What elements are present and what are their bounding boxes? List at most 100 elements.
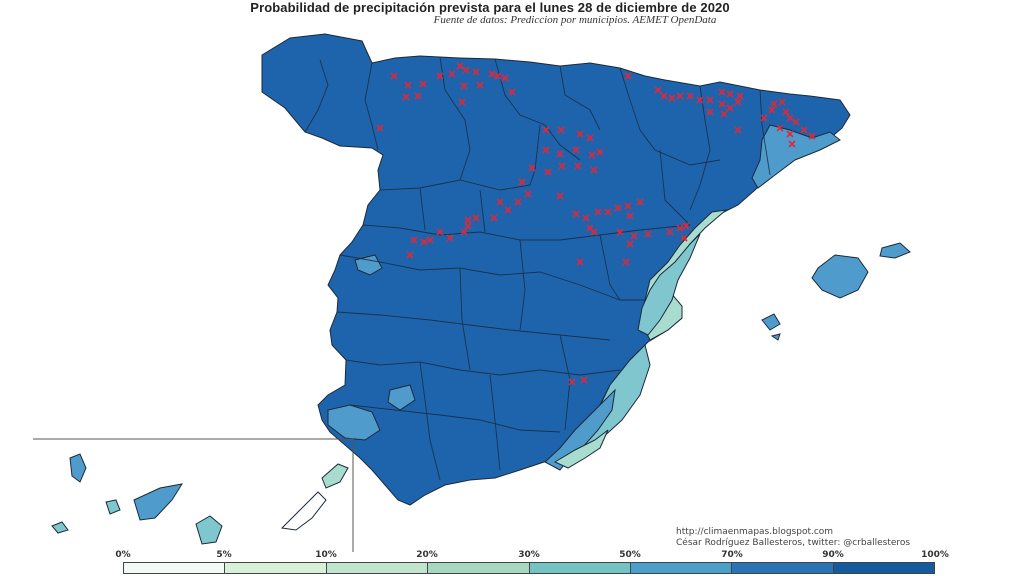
legend-label: 0% xyxy=(115,550,131,560)
marker-layer xyxy=(376,62,816,386)
snow-marker xyxy=(456,62,464,70)
author-credit: César Rodríguez Ballesteros, twitter: @c… xyxy=(676,538,911,548)
lanzarote xyxy=(321,463,349,489)
legend-swatch xyxy=(630,563,733,573)
snow-marker xyxy=(624,72,632,80)
snow-marker xyxy=(680,234,688,242)
snow-marker xyxy=(488,70,496,78)
snow-marker xyxy=(458,98,466,106)
legend-swatch xyxy=(225,563,327,573)
legend-label: 90% xyxy=(822,550,844,560)
legend-label: 50% xyxy=(619,550,641,560)
snow-marker xyxy=(588,151,596,159)
snow-marker xyxy=(676,92,684,100)
snow-marker xyxy=(376,124,384,132)
snow-marker xyxy=(419,80,427,88)
snow-marker xyxy=(786,130,794,138)
snow-marker xyxy=(782,108,790,116)
snow-marker xyxy=(390,72,398,80)
snow-marker xyxy=(778,98,786,106)
legend-label: 100% xyxy=(921,550,949,560)
mallorca xyxy=(811,254,869,299)
snow-marker xyxy=(776,124,784,132)
snow-marker xyxy=(800,126,808,134)
snow-marker xyxy=(542,146,550,154)
snow-marker xyxy=(582,214,590,222)
snow-marker xyxy=(426,236,434,244)
snow-marker xyxy=(524,190,532,198)
snow-marker xyxy=(557,126,565,134)
almeria-zone xyxy=(553,429,609,469)
snow-marker xyxy=(726,104,734,112)
map-title: Probabilidad de precipitación prevista p… xyxy=(250,0,730,15)
snow-marker xyxy=(604,208,612,216)
menorca xyxy=(879,242,911,259)
snow-marker xyxy=(734,126,742,134)
snow-marker xyxy=(590,228,598,236)
snow-marker xyxy=(726,90,734,98)
snow-marker xyxy=(464,216,472,224)
snow-marker xyxy=(504,206,512,214)
legend-label: 30% xyxy=(518,550,540,560)
catalonia-mid-zone xyxy=(751,124,841,189)
snow-marker xyxy=(404,81,412,89)
snow-marker xyxy=(624,202,632,210)
data-source-note: Fuente de datos: Prediccion por municipi… xyxy=(433,14,717,26)
snow-marker xyxy=(472,214,480,222)
snow-marker xyxy=(616,228,624,236)
snow-marker xyxy=(410,236,418,244)
snow-marker xyxy=(718,100,726,108)
snow-marker xyxy=(528,164,536,172)
legend-label: 70% xyxy=(721,550,743,560)
legend-swatch xyxy=(833,563,934,573)
snow-marker xyxy=(544,168,552,176)
snow-marker xyxy=(568,378,576,386)
legend-colorbar xyxy=(123,562,935,574)
snow-marker xyxy=(460,82,468,90)
snow-marker xyxy=(644,230,652,238)
snow-marker xyxy=(788,140,796,148)
snow-marker xyxy=(596,148,604,156)
snow-marker xyxy=(808,132,816,140)
blog-url: http://climaenmapas.blogspot.com xyxy=(676,527,834,537)
tenerife xyxy=(133,483,184,521)
snow-marker xyxy=(720,110,728,118)
region-borders xyxy=(304,56,771,481)
snow-marker xyxy=(501,74,509,82)
snow-marker xyxy=(472,68,480,76)
legend-label: 20% xyxy=(416,550,438,560)
snow-marker xyxy=(496,198,504,206)
snow-marker xyxy=(490,214,498,222)
badajoz-mid-zone xyxy=(354,254,383,276)
el-hierro xyxy=(51,521,69,534)
snow-marker xyxy=(676,224,684,232)
snow-marker xyxy=(614,204,622,212)
snow-marker xyxy=(668,94,676,102)
snow-marker xyxy=(792,118,800,126)
snow-marker xyxy=(590,166,598,174)
legend-swatch xyxy=(124,563,226,573)
legend-swatch xyxy=(326,563,429,573)
snow-marker xyxy=(580,376,588,384)
snow-marker xyxy=(460,228,468,236)
snow-marker xyxy=(576,130,584,138)
snow-marker xyxy=(654,86,662,94)
snow-marker xyxy=(476,81,484,89)
snow-marker xyxy=(574,162,582,170)
huelva-mid-zone xyxy=(327,404,381,441)
formentera xyxy=(770,333,781,341)
snow-marker xyxy=(514,198,522,206)
snow-marker xyxy=(436,72,444,80)
snow-marker xyxy=(686,92,694,100)
snow-marker xyxy=(464,222,472,230)
gran-canaria xyxy=(195,515,223,545)
snow-marker xyxy=(622,258,630,266)
legend-swatch xyxy=(428,563,530,573)
la-gomera xyxy=(105,499,121,515)
snow-marker xyxy=(734,98,742,106)
snow-marker xyxy=(556,150,564,158)
ibiza xyxy=(761,313,781,331)
snow-marker xyxy=(448,70,456,78)
snow-marker xyxy=(494,72,502,80)
